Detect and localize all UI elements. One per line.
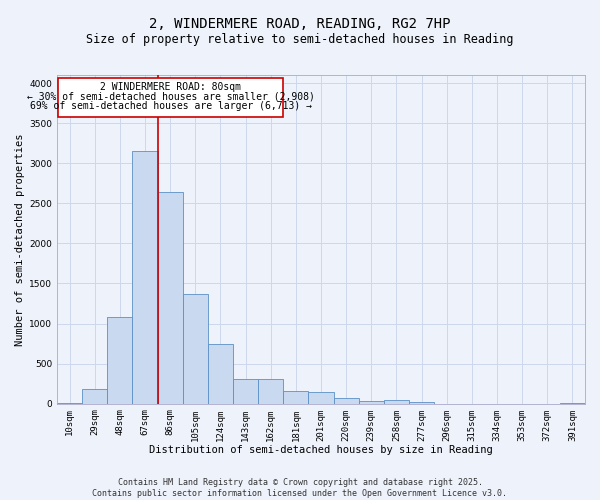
Bar	[334, 398, 359, 404]
Text: 2, WINDERMERE ROAD, READING, RG2 7HP: 2, WINDERMERE ROAD, READING, RG2 7HP	[149, 18, 451, 32]
Text: 69% of semi-detached houses are larger (6,713) →: 69% of semi-detached houses are larger (…	[30, 102, 312, 112]
Bar	[560, 402, 585, 404]
X-axis label: Distribution of semi-detached houses by size in Reading: Distribution of semi-detached houses by …	[149, 445, 493, 455]
Bar	[233, 379, 258, 404]
Y-axis label: Number of semi-detached properties: Number of semi-detached properties	[15, 133, 25, 346]
Bar	[308, 392, 334, 404]
FancyBboxPatch shape	[58, 78, 283, 116]
Bar	[409, 402, 434, 404]
Bar	[107, 317, 133, 404]
Bar	[82, 389, 107, 404]
Bar	[208, 344, 233, 404]
Bar	[283, 391, 308, 404]
Bar	[258, 379, 283, 404]
Bar	[133, 151, 158, 404]
Text: Contains HM Land Registry data © Crown copyright and database right 2025.
Contai: Contains HM Land Registry data © Crown c…	[92, 478, 508, 498]
Bar	[384, 400, 409, 404]
Bar	[158, 192, 183, 404]
Bar	[57, 403, 82, 404]
Text: 2 WINDERMERE ROAD: 80sqm: 2 WINDERMERE ROAD: 80sqm	[100, 82, 241, 92]
Bar	[183, 294, 208, 404]
Text: Size of property relative to semi-detached houses in Reading: Size of property relative to semi-detach…	[86, 32, 514, 46]
Text: ← 30% of semi-detached houses are smaller (2,908): ← 30% of semi-detached houses are smalle…	[27, 92, 315, 102]
Bar	[359, 401, 384, 404]
